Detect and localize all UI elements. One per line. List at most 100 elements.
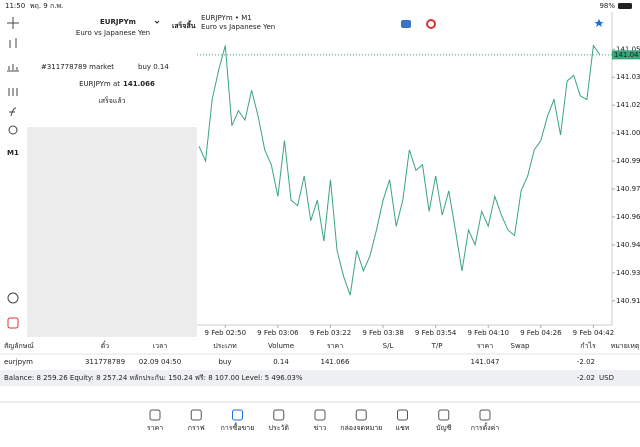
x-tick-label: 9 Feb 03:38 (362, 329, 403, 337)
chart-button[interactable] (401, 20, 411, 28)
favorite-icon[interactable] (594, 19, 604, 27)
x-tick-label: 9 Feb 04:26 (520, 329, 562, 337)
total-profit: -2.02 (577, 374, 595, 382)
column-header: S/L (383, 342, 394, 350)
y-tick-label: 140.960 (616, 213, 640, 221)
chart: EURJPYm • M1 Euro vs Japanese Yen 141.05… (197, 12, 640, 337)
objects-icon[interactable] (8, 125, 18, 135)
panel-filler (27, 127, 197, 337)
column-header: ประเภท (213, 342, 237, 350)
cell-type: buy (218, 358, 231, 366)
nav-item[interactable]: การตั้งค่า (471, 409, 500, 432)
x-tick-label: 9 Feb 03:54 (415, 329, 457, 337)
timeframe[interactable]: M1 (7, 149, 19, 157)
balance-row (0, 370, 640, 386)
order-line1: #311778789 market (41, 63, 114, 71)
nav-label: บัญชี (436, 424, 451, 432)
cell-profit: -2.02 (577, 358, 595, 366)
y-tick-label: 140.975 (616, 185, 640, 193)
cell-ticket: 311778789 (85, 358, 125, 366)
x-tick-label: 9 Feb 03:22 (310, 329, 351, 337)
status-date: พฤ. 9 ก.พ. (30, 2, 63, 10)
column-header: ราคา (327, 342, 343, 350)
zoom-icon[interactable] (7, 292, 19, 304)
column-header: T/P (431, 342, 443, 350)
column-header: สัญลักษณ์ (4, 342, 34, 350)
x-tick-label: 9 Feb 03:06 (257, 329, 299, 337)
nav-label: ข่าว (314, 424, 327, 432)
column-header: ราคา (477, 342, 493, 350)
chart-bg (197, 12, 640, 337)
y-tick-label: 141.035 (616, 73, 640, 81)
function-icon[interactable] (9, 107, 17, 117)
cell-time: 02.09 04:50 (139, 358, 181, 366)
bottom-nav: ราคา กราฟ การซื้อขาย ประวัติ ข่าว กล่องจดหมาย… (147, 409, 500, 432)
cell-symbol: eurjpym (4, 358, 33, 366)
nav-item[interactable]: ประวัติ (269, 409, 290, 432)
column-header: Volume (268, 342, 294, 350)
nav-item[interactable]: แชท (396, 409, 410, 432)
nav-item[interactable]: ข่าว (314, 409, 327, 432)
nav-label: ประวัติ (269, 424, 290, 432)
chart-button[interactable] (426, 19, 436, 29)
nav-icon (314, 409, 326, 421)
toolbar-icons (7, 17, 19, 329)
cell-current-price: 141.047 (471, 358, 500, 366)
x-tick-label: 9 Feb 04:42 (573, 329, 614, 337)
currency: USD (599, 374, 614, 382)
nav-item[interactable]: กราฟ (188, 409, 205, 432)
y-tick-label: 140.930 (616, 269, 640, 277)
candles-icon[interactable] (9, 38, 17, 48)
nav-icon (149, 409, 161, 421)
nav-label: แชท (396, 424, 410, 432)
battery-icon (618, 3, 632, 9)
symbol-description: Euro vs Japanese Yen (76, 29, 150, 37)
broker-icon[interactable] (7, 317, 19, 329)
nav-label: กราฟ (188, 424, 205, 432)
x-tick-label: 9 Feb 02:50 (205, 329, 246, 337)
x-tick-label: 9 Feb 04:10 (468, 329, 509, 337)
y-tick-label: 140.915 (616, 297, 640, 305)
nav-label: ราคา (147, 424, 163, 432)
column-header: หมายเหตุ (611, 342, 640, 350)
cell-volume: 0.14 (273, 358, 289, 366)
column-header: ตั๋ว (101, 341, 110, 350)
nav-icon (438, 409, 450, 421)
nav-icon (355, 409, 367, 421)
chart-title: EURJPYm • M1 (201, 14, 252, 22)
balance: Balance: 8 259.26 Equity: 8 257.24 หลักป… (4, 374, 303, 382)
order-panel (27, 12, 197, 127)
column-header: เวลา (153, 342, 168, 350)
y-tick-label: 141.020 (616, 101, 640, 109)
order-line2: EURJPYm at (79, 80, 120, 88)
y-tick-label: 141.005 (616, 129, 640, 137)
nav-item[interactable]: บัญชี (436, 409, 452, 432)
column-header: Swap (511, 342, 530, 350)
order-action: buy 0.14 (138, 63, 169, 71)
crosshair-icon[interactable] (7, 17, 19, 29)
price-line (198, 44, 601, 296)
settings-icon[interactable] (8, 88, 18, 96)
y-tick-label: 141.050 (616, 45, 640, 53)
nav-icon (273, 409, 285, 421)
nav-icon (397, 409, 408, 421)
cell-price: 141.066 (321, 358, 350, 366)
y-tick-label: 140.990 (616, 157, 640, 165)
nav-item[interactable]: การซื้อขาย (221, 409, 255, 432)
y-tick-label: 140.945 (616, 241, 640, 249)
order-status: เสร็จแล้ว (98, 96, 125, 105)
price-tag-label: 141.047 (614, 51, 640, 59)
indicators-icon[interactable] (7, 64, 19, 72)
nav-icon (479, 409, 491, 421)
order-price: 141.066 (123, 80, 155, 88)
status-battery: 98% (599, 2, 615, 10)
done-button[interactable]: เสร็จสิ้น (172, 19, 196, 30)
toolbar (0, 12, 27, 337)
chart-subtitle: Euro vs Japanese Yen (201, 23, 275, 31)
symbol-title[interactable]: EURJPYm (100, 18, 136, 26)
nav-item[interactable]: กล่องจดหมาย (340, 409, 382, 432)
nav-icon (190, 409, 202, 421)
nav-item[interactable]: ราคา (147, 409, 163, 432)
nav-icon (232, 409, 243, 421)
